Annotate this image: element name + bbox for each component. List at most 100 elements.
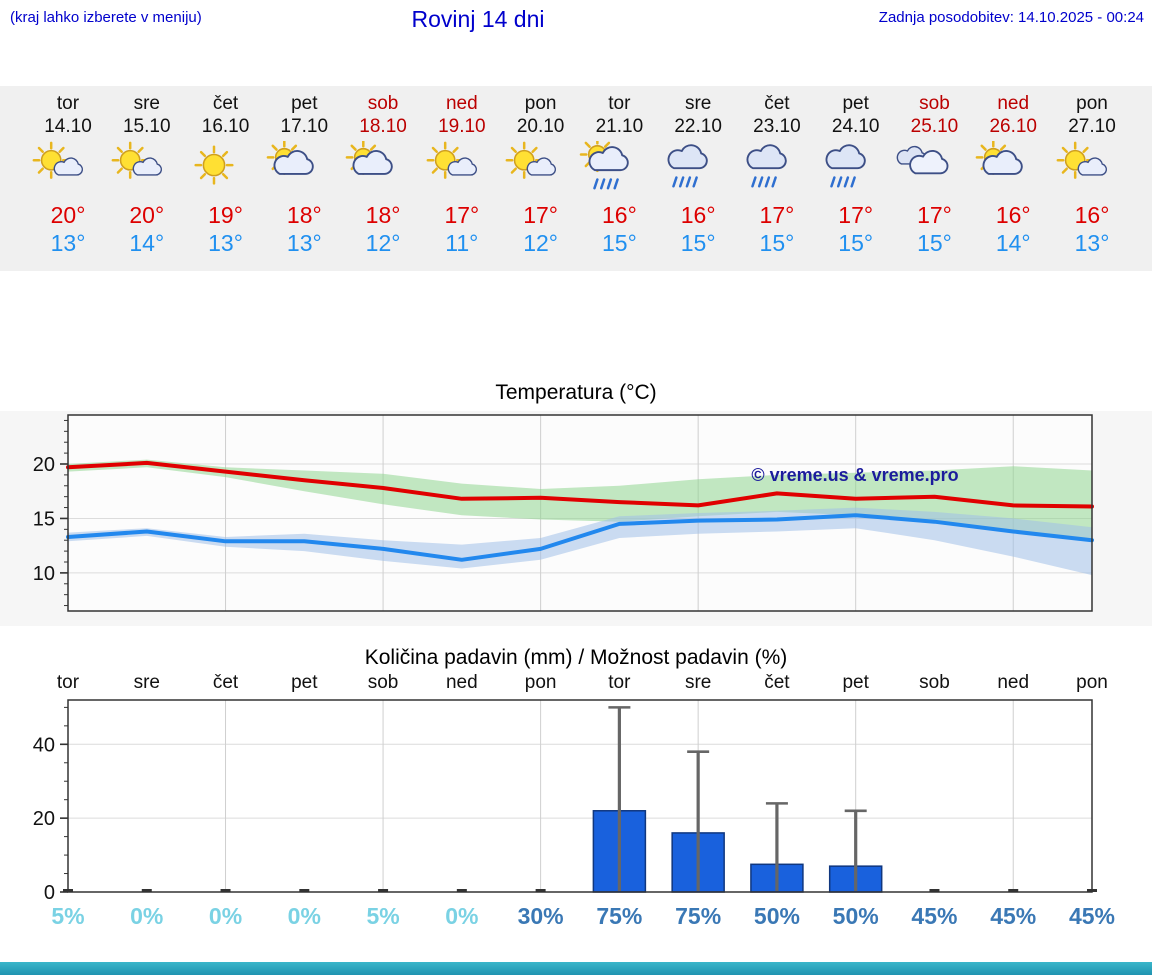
forecast-day: pon 20.10 17° 12°: [498, 92, 584, 257]
sun-cloud-icon: [340, 141, 426, 195]
day-name: čet: [764, 93, 790, 114]
forecast-day: čet 23.10 17° 15°: [734, 92, 820, 257]
day-date: 21.10: [595, 116, 644, 137]
precip-probability: 0%: [130, 903, 164, 929]
watermark-link[interactable]: © vreme.us & vreme.pro: [751, 465, 958, 485]
rain-icon: [734, 141, 820, 195]
cloud-icon: [825, 144, 866, 170]
sun-rain-icon: [576, 141, 662, 195]
zero-precip-mark: [1008, 889, 1019, 892]
high-temp: 16°: [680, 202, 716, 228]
forecast-day: pet 17.10 18° 13°: [261, 92, 347, 257]
forecast-day: ned 19.10 17° 11°: [419, 92, 505, 257]
precip-probability: 5%: [366, 903, 400, 929]
day-name: tor: [608, 93, 631, 114]
precip-chart-title: Količina padavin (mm) / Možnost padavin …: [364, 646, 788, 669]
low-temp: 15°: [601, 230, 637, 256]
cloud-icon: [447, 157, 477, 176]
low-temp: 11°: [445, 230, 479, 256]
forecast-day: pon 27.10 16° 13°: [1049, 92, 1135, 257]
day-name: čet: [212, 93, 239, 114]
day-date: 19.10: [438, 116, 486, 137]
precip-chart-area: 0 20 40: [0, 696, 1152, 901]
forecast-day: sob 25.10 17° 15°: [891, 92, 977, 257]
max-temp-line: [66, 460, 1094, 509]
cloud-icon: [273, 150, 314, 175]
zero-precip-mark: [929, 889, 940, 892]
day-date: 17.10: [280, 116, 329, 137]
day-date: 26.10: [989, 116, 1037, 137]
high-temp: 17°: [444, 202, 480, 228]
precip-day-label: ned: [997, 672, 1030, 693]
temperature-chart: 10 15 20 © vreme.us & vreme.pro: [33, 414, 1094, 612]
rain-icon: [751, 176, 777, 188]
day-date: 22.10: [674, 116, 722, 137]
day-date: 20.10: [516, 116, 565, 137]
day-date: 18.10: [359, 116, 407, 137]
page-title: Rovinj 14 dni: [411, 6, 545, 32]
y-tick-label: 40: [33, 734, 55, 756]
location-menu-hint: (kraj lahko izberete v meniju): [10, 9, 202, 26]
y-tick-label: 20: [33, 454, 55, 476]
precip-probability: 75%: [596, 903, 643, 929]
precip-probability: 50%: [832, 903, 879, 929]
forecast-day: tor 14.10 20° 13°: [25, 92, 111, 257]
day-date: 27.10: [1068, 116, 1116, 137]
high-temp: 18°: [286, 202, 322, 228]
day-name: ned: [997, 93, 1030, 114]
y-tick-label: 0: [44, 882, 55, 901]
precip-probability: 5%: [51, 903, 85, 929]
high-temp: 20°: [129, 202, 165, 228]
forecast-day: pet 24.10 17° 15°: [813, 92, 899, 257]
plot-border: [67, 414, 1093, 612]
precip-day-label: tor: [608, 672, 631, 693]
precip-probability-row: 5% 0% 0% 0% 5% 0% 30% 75% 75% 50% 50% 45% 45% 45%: [0, 903, 1152, 935]
sunny-icon: [183, 141, 269, 195]
high-temp: 20°: [50, 202, 86, 228]
high-temp: 18°: [365, 202, 401, 228]
precip-day-label: čet: [212, 672, 239, 693]
zero-precip-mark: [299, 889, 310, 892]
day-date: 15.10: [122, 116, 171, 137]
day-name: pet: [842, 93, 869, 114]
y-tick-label: 10: [33, 563, 55, 585]
bottom-bar: [0, 962, 1152, 975]
zero-precip-mark: [456, 889, 467, 892]
day-name: sre: [133, 93, 160, 114]
zero-precip-mark: [535, 889, 546, 892]
precip-probability: 50%: [753, 903, 800, 929]
day-date: 14.10: [44, 116, 92, 137]
low-temp: 15°: [680, 230, 716, 256]
min-temp-range-band: [68, 507, 1092, 576]
zero-precip-mark: [141, 889, 152, 892]
precip-probability: 0%: [445, 903, 479, 929]
high-temp: 16°: [995, 202, 1031, 228]
page-header: (kraj lahko izberete v meniju) Rovinj 14…: [0, 0, 1152, 42]
precip-probability: 30%: [517, 903, 564, 929]
low-temp: 12°: [365, 230, 401, 256]
cloud-icon: [1077, 157, 1108, 176]
cloud-icon: [132, 157, 162, 176]
forecast-day: sre 22.10 16° 15°: [655, 92, 741, 257]
precip-day-label: pet: [842, 672, 869, 693]
sun-small-cloud-icon: [498, 141, 584, 195]
high-temp: 16°: [601, 202, 637, 228]
high-temp: 19°: [208, 202, 243, 228]
precip-day-labels-row: tor sre čet pet sob ned pon tor sre čet pet sob ned p…: [0, 672, 1152, 696]
zero-precip-mark: [378, 889, 389, 892]
low-temp: 13°: [286, 230, 322, 256]
precip-day-label: sre: [684, 672, 712, 693]
day-name: pon: [524, 93, 557, 114]
high-temp: 17°: [838, 202, 874, 228]
high-temp: 17°: [917, 202, 952, 228]
day-date: 24.10: [831, 116, 880, 137]
low-temp: 13°: [1074, 230, 1110, 256]
day-date: 25.10: [910, 116, 959, 137]
precip-day-label: pon: [524, 672, 557, 693]
sun-icon: [193, 145, 234, 185]
precip-probability: 45%: [1068, 903, 1116, 929]
forecast-day: sre 15.10 20° 14°: [104, 92, 190, 257]
sun-small-cloud-icon: [419, 141, 505, 195]
precip-day-label: sre: [133, 672, 160, 693]
precip-probability: 45%: [911, 903, 958, 929]
